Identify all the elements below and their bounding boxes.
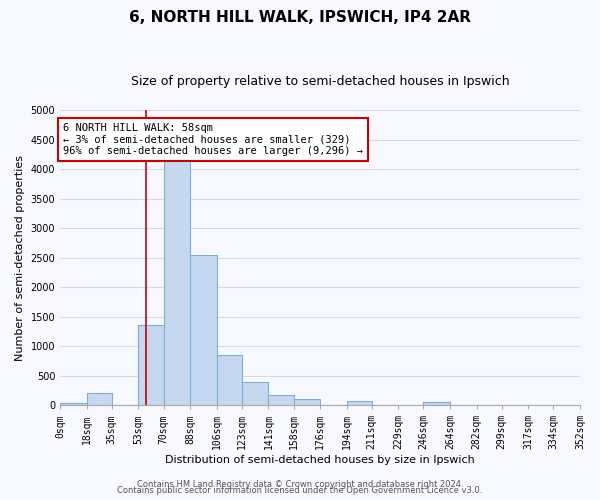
Bar <box>60 404 87 405</box>
Bar <box>293 400 320 405</box>
Y-axis label: Number of semi-detached properties: Number of semi-detached properties <box>15 154 25 360</box>
Text: 6, NORTH HILL WALK, IPSWICH, IP4 2AR: 6, NORTH HILL WALK, IPSWICH, IP4 2AR <box>129 10 471 25</box>
Bar <box>424 402 450 405</box>
Text: 6 NORTH HILL WALK: 58sqm
← 3% of semi-detached houses are smaller (329)
96% of s: 6 NORTH HILL WALK: 58sqm ← 3% of semi-de… <box>63 123 363 156</box>
Bar <box>190 254 217 405</box>
Bar <box>139 326 164 405</box>
Text: Contains public sector information licensed under the Open Government Licence v3: Contains public sector information licen… <box>118 486 482 495</box>
Bar <box>164 160 190 405</box>
Bar <box>87 394 112 405</box>
Bar <box>347 402 372 405</box>
Bar <box>217 355 242 405</box>
Text: Contains HM Land Registry data © Crown copyright and database right 2024.: Contains HM Land Registry data © Crown c… <box>137 480 463 489</box>
Bar <box>242 382 268 405</box>
X-axis label: Distribution of semi-detached houses by size in Ipswich: Distribution of semi-detached houses by … <box>165 455 475 465</box>
Bar <box>268 395 293 405</box>
Title: Size of property relative to semi-detached houses in Ipswich: Size of property relative to semi-detach… <box>131 75 509 88</box>
